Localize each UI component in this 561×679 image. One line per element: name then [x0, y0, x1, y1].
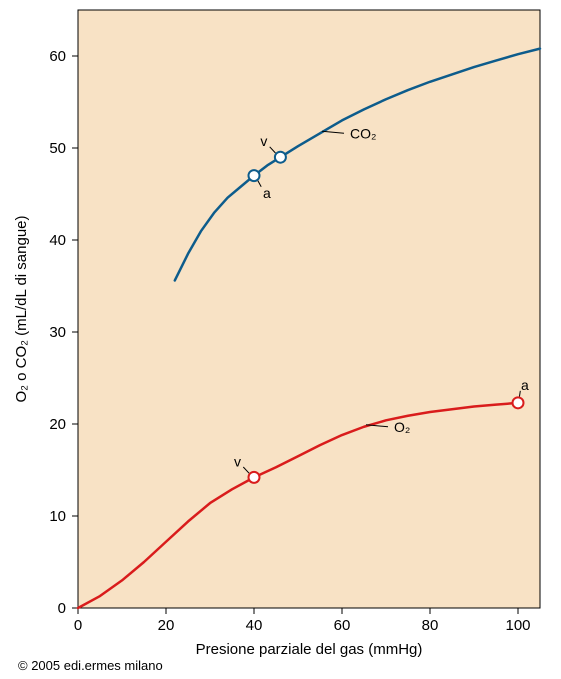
co2-series-label: CO₂ — [350, 125, 376, 141]
x-tick-label: 20 — [158, 617, 175, 634]
x-axis-label: Presione parziale del gas (mmHg) — [196, 641, 423, 658]
plot-area — [78, 10, 540, 608]
y-tick-label: 20 — [49, 416, 66, 433]
o2-marker-v — [249, 472, 260, 483]
o2-marker-a — [513, 397, 524, 408]
x-tick-label: 80 — [422, 617, 439, 634]
co2-marker-a-label: a — [263, 185, 271, 201]
o2-marker-v-label: v — [234, 453, 241, 469]
co2-marker-v-label: v — [260, 133, 267, 149]
copyright-text: © 2005 edi.ermes milano — [18, 658, 163, 673]
x-tick-label: 60 — [334, 617, 351, 634]
o2-series-label: O₂ — [394, 419, 410, 435]
x-tick-label: 100 — [505, 617, 530, 634]
y-tick-label: 60 — [49, 48, 66, 65]
y-tick-label: 0 — [58, 600, 66, 617]
y-tick-label: 50 — [49, 140, 66, 157]
x-tick-label: 40 — [246, 617, 263, 634]
figure-root: 0 20 40 60 80 100 0 10 20 30 40 50 60 Presione parzia… — [0, 0, 561, 679]
y-axis-label: O₂ o CO₂ (mL/dL di sangue) — [13, 215, 30, 402]
co2-marker-a — [249, 170, 260, 181]
dissociation-curve-chart: 0 20 40 60 80 100 0 10 20 30 40 50 60 Presione parzia… — [0, 0, 561, 679]
x-tick-label: 0 — [74, 617, 82, 634]
o2-marker-a-label: a — [521, 377, 529, 393]
co2-marker-v — [275, 152, 286, 163]
y-tick-label: 40 — [49, 232, 66, 249]
y-tick-label: 30 — [49, 324, 66, 341]
y-tick-label: 10 — [49, 508, 66, 525]
